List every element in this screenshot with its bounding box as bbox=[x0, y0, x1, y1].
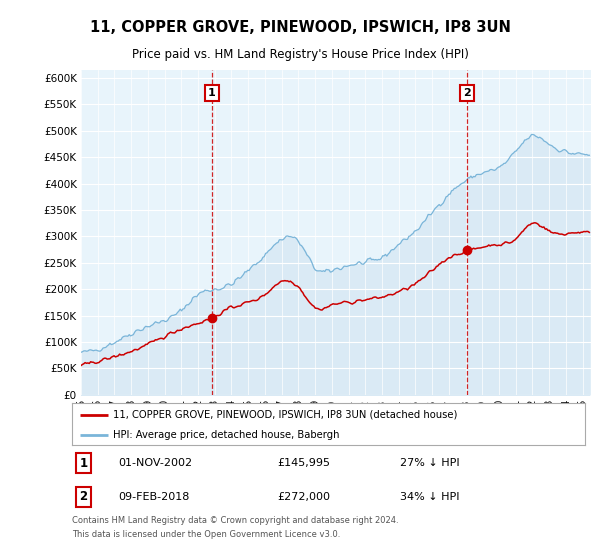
Text: 2: 2 bbox=[79, 491, 88, 503]
Text: HPI: Average price, detached house, Babergh: HPI: Average price, detached house, Babe… bbox=[113, 430, 340, 440]
Text: 27% ↓ HPI: 27% ↓ HPI bbox=[400, 458, 460, 468]
Text: 2: 2 bbox=[463, 88, 471, 97]
Text: £145,995: £145,995 bbox=[277, 458, 330, 468]
Text: 34% ↓ HPI: 34% ↓ HPI bbox=[400, 492, 460, 502]
Text: 11, COPPER GROVE, PINEWOOD, IPSWICH, IP8 3UN (detached house): 11, COPPER GROVE, PINEWOOD, IPSWICH, IP8… bbox=[113, 410, 457, 420]
Text: 1: 1 bbox=[208, 88, 216, 97]
Text: This data is licensed under the Open Government Licence v3.0.: This data is licensed under the Open Gov… bbox=[72, 530, 340, 539]
Text: Contains HM Land Registry data © Crown copyright and database right 2024.: Contains HM Land Registry data © Crown c… bbox=[72, 516, 398, 525]
Text: Price paid vs. HM Land Registry's House Price Index (HPI): Price paid vs. HM Land Registry's House … bbox=[131, 48, 469, 60]
Text: £272,000: £272,000 bbox=[277, 492, 330, 502]
Text: 11, COPPER GROVE, PINEWOOD, IPSWICH, IP8 3UN: 11, COPPER GROVE, PINEWOOD, IPSWICH, IP8… bbox=[89, 20, 511, 35]
Text: 1: 1 bbox=[79, 456, 88, 470]
Text: 01-NOV-2002: 01-NOV-2002 bbox=[118, 458, 192, 468]
Text: 09-FEB-2018: 09-FEB-2018 bbox=[118, 492, 190, 502]
